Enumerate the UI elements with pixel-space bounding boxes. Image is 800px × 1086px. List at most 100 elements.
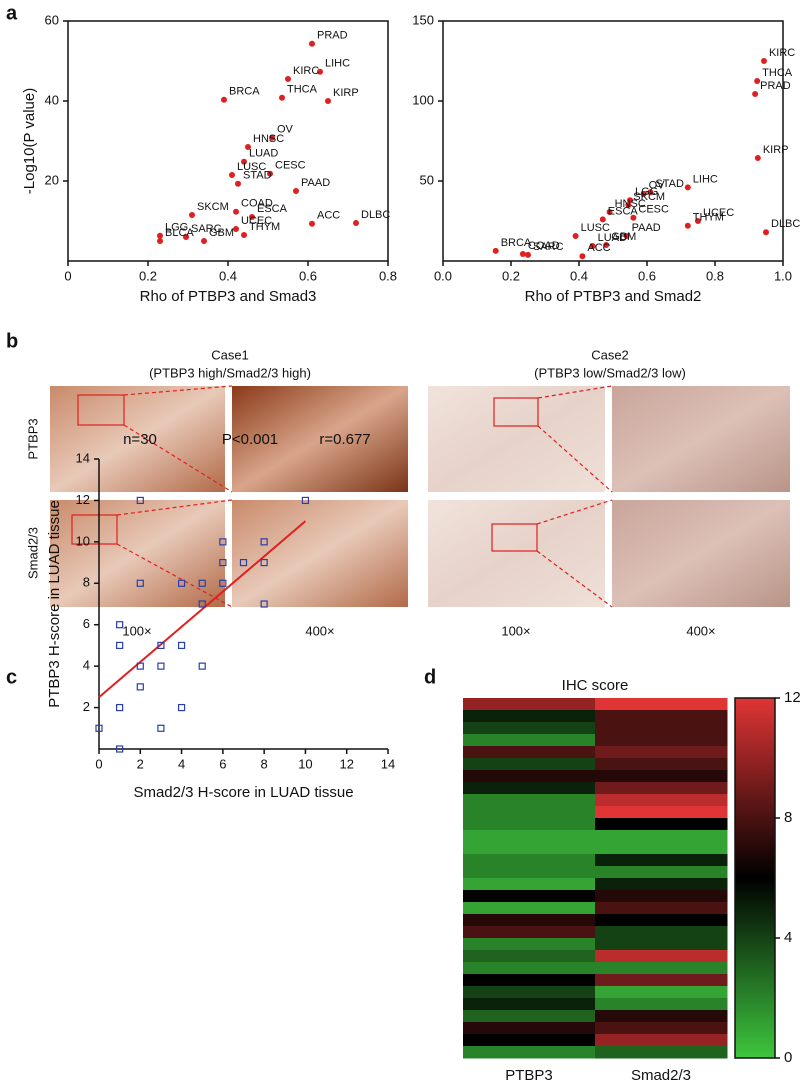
point <box>116 621 124 629</box>
point-label: PRAD <box>317 30 348 42</box>
point-label: LIHC <box>325 58 350 70</box>
point <box>623 233 630 240</box>
point <box>198 662 206 670</box>
row-label: Smad2/3 <box>25 527 40 579</box>
x-tick-label: 10 <box>298 756 312 771</box>
point-label: SKCM <box>633 191 665 203</box>
heat-cell <box>595 734 728 747</box>
annotation: P<0.001 <box>222 431 278 448</box>
point-label: LUAD <box>598 232 627 244</box>
heat-cell <box>595 878 728 891</box>
point-label: STAD <box>243 170 272 182</box>
y-tick-label: 8 <box>83 575 90 590</box>
heat-cell <box>463 902 596 915</box>
heat-cell <box>463 998 596 1011</box>
point <box>267 170 273 177</box>
point <box>752 90 759 97</box>
point-label: LUSC <box>237 161 266 173</box>
point-label: COAD <box>241 198 273 210</box>
point <box>603 242 610 248</box>
micrograph <box>612 386 790 492</box>
point <box>95 724 103 732</box>
point-label: ACC <box>317 210 340 222</box>
y-tick-label: 150 <box>412 12 434 27</box>
heat-cell <box>595 710 728 723</box>
heat-cell <box>595 866 728 879</box>
point-label: ESCA <box>257 203 288 215</box>
inset-box <box>493 397 539 427</box>
point <box>301 496 310 505</box>
heat-cell <box>595 854 728 867</box>
point-label: BRCA <box>501 237 532 249</box>
heat-cell <box>463 878 596 891</box>
y-axis-title: PTBP3 H-score in LUAD tissue <box>46 500 63 708</box>
x-tick-label: 4 <box>178 756 185 771</box>
y-tick-label: 60 <box>45 12 59 27</box>
x-axis-title: Rho of PTBP3 and Smad3 <box>140 288 317 305</box>
y-tick-label: 4 <box>83 658 90 673</box>
x-tick-label: 0.6 <box>299 268 317 283</box>
y-tick-label: 14 <box>76 450 90 465</box>
y-tick-label: 10 <box>76 533 90 548</box>
point-label: THCA <box>287 84 318 96</box>
point-label: PRAD <box>760 80 791 92</box>
heat-cell <box>595 914 728 927</box>
x-axis-title: Rho of PTBP3 and Smad2 <box>525 288 702 305</box>
point <box>353 220 359 226</box>
point-label: THYM <box>693 212 724 224</box>
heat-cell <box>463 806 596 819</box>
heat-cell <box>595 902 728 915</box>
heat-cell <box>595 842 728 855</box>
heat-cell <box>595 890 728 903</box>
heat-cell <box>463 854 596 867</box>
x-tick-label: 0.4 <box>219 268 237 283</box>
heat-cell <box>463 722 596 735</box>
y-tick-label: 100 <box>412 92 434 107</box>
point-label: SARC <box>191 223 222 235</box>
heat-cell <box>463 770 596 783</box>
point <box>519 250 526 257</box>
point <box>525 251 531 258</box>
panel-label: a <box>6 2 18 24</box>
y-tick-label: 20 <box>45 172 59 187</box>
point <box>157 662 165 670</box>
point <box>157 641 165 650</box>
column-label: PTBP3 <box>505 1067 553 1084</box>
x-tick-label: 2 <box>137 756 144 771</box>
point-label: KIRC <box>769 47 795 59</box>
point <box>625 202 632 208</box>
x-axis-title: Smad2/3 H-score in LUAD tissue <box>133 784 353 801</box>
y-axis-title: -Log10(P value) <box>21 88 38 194</box>
point-label: HNSC <box>253 133 284 145</box>
point <box>116 745 124 753</box>
case-title: Case2 <box>591 347 629 362</box>
row-label: PTBP3 <box>25 418 40 459</box>
heat-cell <box>463 950 596 963</box>
micrograph <box>50 386 225 492</box>
heat-cell <box>463 758 596 771</box>
point-label: SKCM <box>197 201 229 213</box>
micrograph <box>612 500 790 607</box>
point <box>157 724 165 732</box>
point <box>754 154 761 161</box>
heat-cell <box>463 1022 596 1035</box>
x-tick-label: 0.8 <box>706 268 724 283</box>
y-tick-label: 2 <box>83 699 90 714</box>
point <box>260 558 268 567</box>
inset-box <box>71 514 118 545</box>
point-label: UCEC <box>241 215 272 227</box>
point <box>219 538 227 546</box>
x-tick-label: 0 <box>64 268 71 283</box>
fit-line <box>98 520 307 698</box>
colorbar-tick-label: 4 <box>784 929 792 946</box>
heat-cell <box>463 698 596 711</box>
heat-cell <box>463 866 596 879</box>
heat-cell <box>463 926 596 939</box>
point-label: HNSC <box>615 198 646 210</box>
heat-cell <box>463 938 596 951</box>
point-label: KIRP <box>763 144 789 156</box>
point <box>754 78 761 84</box>
point <box>177 579 186 587</box>
inset-box <box>491 523 538 552</box>
